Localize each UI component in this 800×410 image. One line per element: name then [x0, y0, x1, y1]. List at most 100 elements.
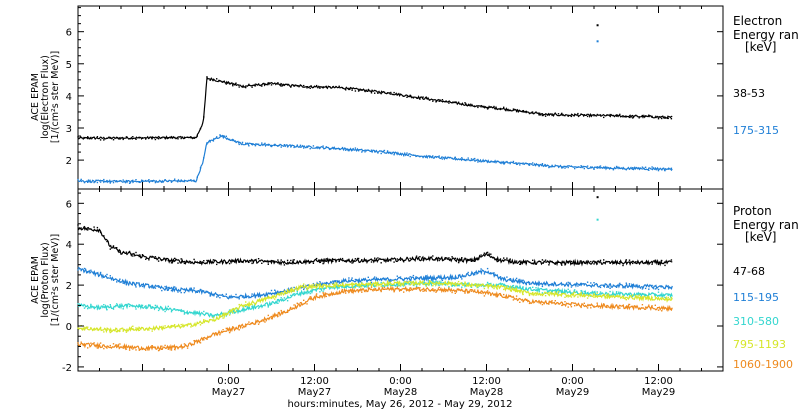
proton-legend: 47-68 115-195 310-580 795-1193 1060-1900	[733, 265, 793, 371]
series-point-electron-38-53	[83, 137, 86, 139]
series-point-electron-175-315	[548, 166, 550, 169]
series-point-proton-115-195	[164, 285, 166, 288]
series-point-proton-47-68	[93, 226, 95, 228]
series-point-proton-47-68	[109, 248, 111, 250]
electron-ylabel-line-3: [1/(cm²s ster MeV)]	[50, 51, 61, 143]
series-point-proton-115-195	[399, 276, 402, 278]
series-point-proton-47-68	[315, 257, 318, 260]
series-point-proton-1060-1900	[651, 305, 653, 307]
series-point-electron-175-315	[506, 160, 508, 163]
series-point-proton-115-195	[628, 283, 631, 285]
series-point-proton-795-1193	[325, 284, 327, 286]
series-point-proton-1060-1900	[428, 290, 431, 292]
series-point-electron-38-53	[170, 136, 173, 138]
series-point-electron-175-315	[341, 146, 344, 149]
series-point-proton-795-1193	[486, 284, 489, 286]
series-point-electron-175-315	[264, 142, 266, 145]
series-point-proton-47-68	[432, 255, 434, 257]
series-point-proton-115-195	[277, 290, 279, 293]
series-point-proton-47-68	[564, 264, 566, 266]
series-point-proton-47-68	[641, 261, 644, 264]
series-point-proton-310-580	[277, 302, 279, 304]
series-point-electron-38-53	[335, 86, 337, 88]
x-tick-date-1: May27	[298, 387, 331, 398]
series-point-electron-38-53	[283, 84, 286, 86]
series-point-proton-1060-1900	[567, 306, 569, 308]
series-point-proton-115-195	[112, 279, 115, 281]
series-point-proton-1060-1900	[145, 349, 147, 351]
series-point-proton-1060-1900	[87, 347, 89, 349]
series-point-electron-175-315	[509, 162, 511, 165]
series-point-proton-1060-1900	[509, 295, 511, 298]
series-point-proton-115-195	[422, 278, 424, 281]
series-point-electron-175-315	[119, 180, 121, 182]
series-point-proton-1060-1900	[519, 301, 521, 303]
series-point-proton-115-195	[409, 276, 411, 278]
series-point-proton-1060-1900	[483, 295, 486, 297]
series-point-electron-175-315	[435, 156, 437, 158]
series-point-proton-795-1193	[651, 296, 653, 299]
series-point-proton-1060-1900	[148, 349, 150, 351]
series-point-proton-47-68	[557, 261, 560, 263]
series-point-electron-175-315	[103, 178, 105, 181]
series-point-proton-795-1193	[399, 284, 402, 287]
series-point-proton-310-580	[132, 305, 134, 307]
series-point-proton-115-195	[603, 285, 605, 287]
series-point-electron-175-315	[454, 156, 456, 158]
series-point-electron-38-53	[464, 102, 466, 104]
series-point-electron-175-315	[609, 167, 611, 170]
series-point-electron-38-53	[345, 89, 347, 91]
series-point-electron-38-53	[119, 138, 121, 140]
series-point-electron-175-315	[393, 154, 395, 156]
series-point-electron-38-53	[448, 102, 450, 104]
series-point-proton-115-195	[577, 285, 579, 287]
series-point-proton-47-68	[312, 262, 315, 264]
series-point-proton-47-68	[228, 262, 231, 265]
proton-ylabel-line-1: ACE EPAM	[30, 256, 41, 304]
series-point-proton-47-68	[309, 261, 311, 263]
series-point-electron-175-315	[415, 155, 418, 157]
series-point-electron-175-315	[186, 180, 189, 182]
series-point-proton-115-195	[93, 271, 95, 273]
series-point-proton-310-580	[96, 308, 99, 310]
series-point-proton-310-580	[193, 311, 195, 313]
series-point-proton-795-1193	[432, 285, 434, 287]
series-point-electron-175-315	[177, 179, 179, 182]
series-point-proton-47-68	[225, 262, 227, 265]
series-point-proton-1060-1900	[306, 303, 308, 305]
series-point-proton-1060-1900	[328, 294, 331, 296]
series-point-electron-175-315	[367, 149, 369, 151]
series-point-proton-47-68	[306, 260, 308, 262]
series-point-proton-47-68	[619, 261, 621, 263]
series-point-proton-1060-1900	[177, 347, 179, 350]
series-point-electron-175-315	[109, 182, 111, 184]
series-point-proton-1060-1900	[490, 294, 492, 297]
series-point-electron-38-53	[483, 106, 486, 108]
series-point-proton-47-68	[425, 258, 427, 261]
series-point-proton-115-195	[196, 291, 198, 293]
x-tick-date-3: May28	[470, 387, 503, 398]
series-point-electron-38-53	[319, 87, 321, 89]
series-point-proton-795-1193	[174, 324, 176, 326]
series-point-proton-115-195	[483, 273, 486, 275]
series-point-proton-1060-1900	[290, 307, 292, 309]
series-point-proton-1060-1900	[638, 308, 640, 310]
series-point-proton-795-1193	[283, 290, 286, 292]
series-point-electron-38-53	[615, 115, 618, 117]
series-point-proton-115-195	[403, 279, 405, 281]
series-point-proton-795-1193	[83, 329, 86, 331]
series-point-proton-115-195	[274, 289, 276, 291]
series-point-proton-47-68	[535, 263, 537, 265]
series-point-electron-175-315	[345, 149, 347, 151]
series-point-electron-38-53	[299, 84, 302, 86]
series-point-proton-115-195	[219, 297, 221, 299]
series-point-proton-47-68	[180, 258, 182, 260]
series-point-proton-115-195	[486, 267, 489, 270]
series-point-electron-38-53	[625, 116, 627, 118]
series-point-electron-175-315	[664, 169, 666, 172]
series-point-proton-47-68	[664, 264, 666, 267]
series-point-proton-795-1193	[664, 299, 666, 301]
series-point-electron-38-53	[612, 114, 615, 117]
series-point-proton-47-68	[622, 264, 624, 267]
series-point-proton-310-580	[170, 311, 173, 313]
